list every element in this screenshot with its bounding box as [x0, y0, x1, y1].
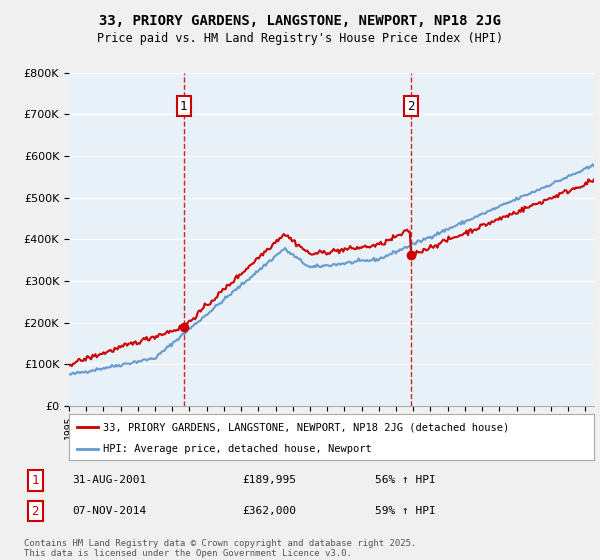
Text: 07-NOV-2014: 07-NOV-2014 [73, 506, 147, 516]
Text: 31-AUG-2001: 31-AUG-2001 [73, 475, 147, 486]
Text: 33, PRIORY GARDENS, LANGSTONE, NEWPORT, NP18 2JG (detached house): 33, PRIORY GARDENS, LANGSTONE, NEWPORT, … [103, 422, 509, 432]
Text: 2: 2 [31, 505, 39, 517]
Text: 2: 2 [407, 100, 415, 113]
Text: £362,000: £362,000 [242, 506, 296, 516]
Text: Price paid vs. HM Land Registry's House Price Index (HPI): Price paid vs. HM Land Registry's House … [97, 32, 503, 45]
Text: Contains HM Land Registry data © Crown copyright and database right 2025.
This d: Contains HM Land Registry data © Crown c… [24, 539, 416, 558]
Text: 1: 1 [31, 474, 39, 487]
Text: HPI: Average price, detached house, Newport: HPI: Average price, detached house, Newp… [103, 444, 372, 454]
Text: 1: 1 [180, 100, 188, 113]
Text: 56% ↑ HPI: 56% ↑ HPI [375, 475, 436, 486]
Text: 59% ↑ HPI: 59% ↑ HPI [375, 506, 436, 516]
Text: 33, PRIORY GARDENS, LANGSTONE, NEWPORT, NP18 2JG: 33, PRIORY GARDENS, LANGSTONE, NEWPORT, … [99, 14, 501, 28]
Text: £189,995: £189,995 [242, 475, 296, 486]
